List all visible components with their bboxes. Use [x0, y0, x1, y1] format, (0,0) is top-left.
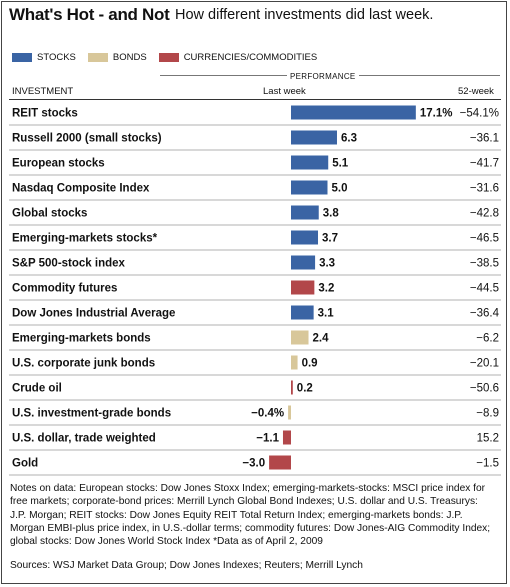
bar	[288, 405, 291, 420]
category-label: Russell 2000 (small stocks)	[12, 133, 162, 145]
week52-label: −41.7	[470, 158, 499, 170]
week52-label: −38.5	[470, 258, 499, 270]
value-label: 5.0	[332, 183, 348, 195]
legend-item-stocks: STOCKS	[12, 52, 76, 63]
week52-label: −8.9	[476, 408, 499, 420]
value-label: 3.3	[319, 258, 335, 270]
category-label: Commodity futures	[12, 283, 117, 295]
week52-label: −36.1	[470, 133, 499, 145]
bar	[291, 180, 328, 195]
category-label: REIT stocks	[12, 108, 78, 120]
sources: Sources: WSJ Market Data Group; Dow Jone…	[10, 560, 363, 571]
bar	[291, 130, 337, 145]
category-label: U.S. corporate junk bonds	[12, 358, 155, 370]
bar	[291, 330, 309, 345]
week52-label: −31.6	[470, 183, 499, 195]
bar	[269, 455, 291, 470]
bar	[291, 155, 329, 170]
value-label: 5.1	[332, 158, 349, 170]
bar	[291, 355, 298, 370]
bar	[291, 105, 416, 120]
value-label: −3.0	[242, 458, 265, 470]
bar	[291, 255, 316, 270]
week52-label: −46.5	[470, 233, 499, 245]
value-label: 3.1	[318, 308, 335, 320]
category-label: U.S. dollar, trade weighted	[12, 433, 156, 445]
week52-label: −36.4	[470, 308, 500, 320]
legend-item-commodities: CURRENCIES/COMMODITIES	[158, 52, 318, 63]
bar	[291, 280, 315, 295]
value-label: 6.3	[341, 133, 357, 145]
category-label: Emerging-markets bonds	[12, 333, 151, 345]
legend-label-commodities: CURRENCIES/COMMODITIES	[183, 52, 318, 63]
value-label: −1.1	[256, 433, 279, 445]
value-label: 3.8	[323, 208, 340, 220]
legend-label-stocks: STOCKS	[37, 52, 76, 63]
week52-label: 15.2	[477, 433, 499, 445]
category-label: Global stocks	[12, 208, 87, 220]
category-label: S&P 500-stock index	[12, 258, 126, 270]
value-label: 0.2	[297, 383, 313, 395]
notes: Notes on data: European stocks: Dow Jone…	[10, 483, 491, 548]
value-label: 3.7	[322, 233, 338, 245]
week52-label: −54.1%	[460, 108, 499, 120]
bar	[291, 205, 319, 220]
bar	[291, 380, 293, 395]
bar	[291, 230, 319, 245]
category-label: Emerging-markets stocks*	[12, 233, 158, 245]
week52-column-header: 52-week	[458, 86, 494, 97]
category-label: U.S. investment-grade bonds	[12, 408, 171, 420]
week52-label: −42.8	[470, 208, 499, 220]
week52-label: −1.5	[476, 458, 499, 470]
performance-header: PERFORMANCE	[287, 72, 359, 81]
category-label: Dow Jones Industrial Average	[12, 308, 175, 320]
week52-label: −44.5	[470, 283, 499, 295]
category-label: Nasdaq Composite Index	[12, 183, 150, 195]
legend-item-bonds: BONDS	[87, 52, 147, 63]
legend-swatch-commodities	[158, 53, 179, 62]
value-label: 17.1%	[420, 108, 453, 120]
category-label: Crude oil	[12, 383, 62, 395]
value-label: 0.9	[302, 358, 318, 370]
bar	[291, 305, 314, 320]
week52-label: −6.2	[476, 333, 499, 345]
category-label: European stocks	[12, 158, 105, 170]
last-week-column-header: Last week	[263, 86, 306, 97]
header-rule	[9, 99, 501, 100]
legend: STOCKS BONDS CURRENCIES/COMMODITIES	[12, 52, 329, 63]
legend-swatch-stocks	[12, 53, 32, 62]
category-label: Gold	[12, 458, 38, 470]
value-label: 3.2	[318, 283, 334, 295]
value-label: −0.4%	[251, 408, 284, 420]
week52-label: −20.1	[470, 358, 499, 370]
chart-subtitle: How different investments did last week.	[175, 7, 434, 23]
chart-title: What's Hot - and Not	[9, 5, 170, 24]
legend-label-bonds: BONDS	[112, 52, 147, 63]
bar	[282, 430, 291, 445]
investment-column-header: INVESTMENT	[12, 86, 74, 97]
value-label: 2.4	[313, 333, 330, 345]
legend-swatch-bonds	[87, 53, 108, 62]
week52-label: −50.6	[470, 383, 499, 395]
